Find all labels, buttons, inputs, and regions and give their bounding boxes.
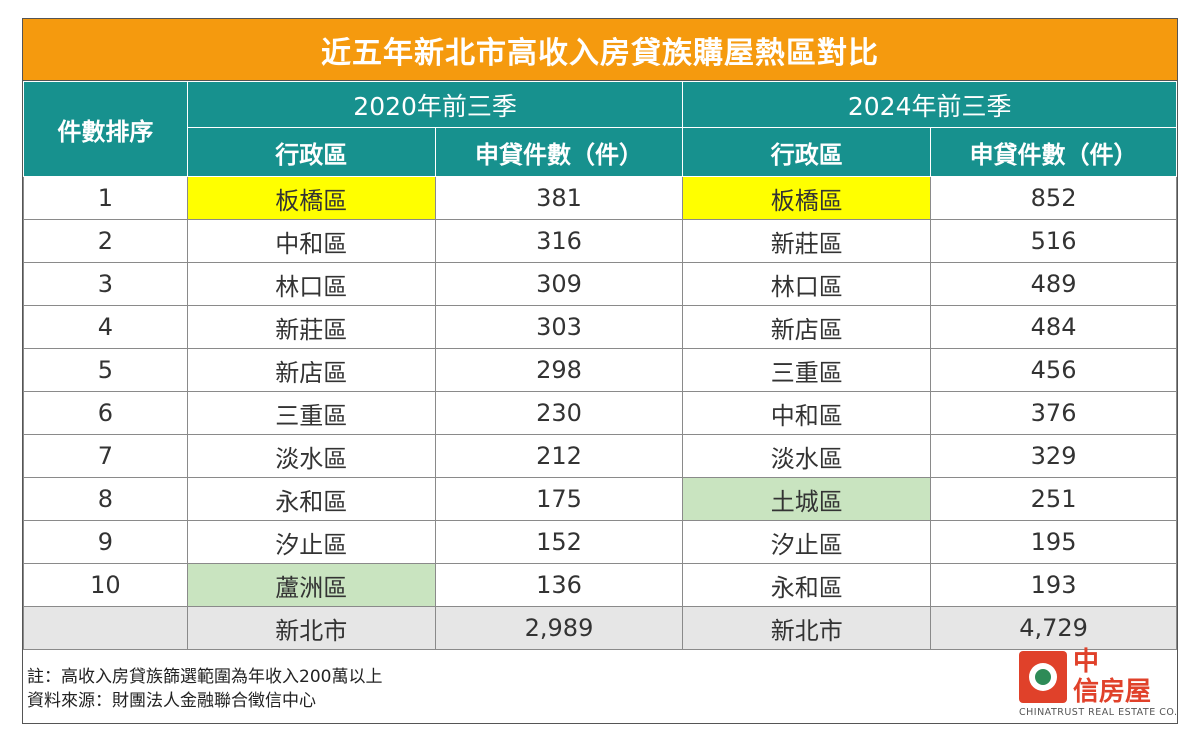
count-2020-cell: 152	[434, 520, 684, 564]
table-row: 8 永和區 175 土城區 251	[23, 477, 1177, 521]
count-2024-cell: 489	[930, 262, 1177, 306]
total-district-2024-cell: 新北市	[682, 606, 932, 650]
logo-name: 中 信房屋	[1073, 647, 1152, 707]
count-2024-cell: 852	[930, 176, 1177, 220]
count-2020-cell: 303	[434, 305, 684, 349]
count-2020-cell: 212	[434, 434, 684, 478]
note-text: 註：高收入房貸族篩選範圍為年收入200萬以上	[27, 667, 383, 687]
table-row: 4 新莊區 303 新店區 484	[23, 305, 1177, 349]
ranking-table: 件數排序 2020年前三季 2024年前三季 行政區 申貸件數（件） 行政區 申…	[23, 81, 1177, 650]
district-2024-cell: 三重區	[682, 348, 932, 392]
count-2020-cell: 381	[434, 176, 684, 220]
total-district-2020-cell: 新北市	[186, 606, 436, 650]
total-count-2024-cell: 4,729	[930, 606, 1177, 650]
district-2024-cell: 汐止區	[682, 520, 932, 564]
rank-cell: 4	[23, 305, 188, 349]
count-2020-cell: 136	[434, 563, 684, 607]
district-2024-cell: 永和區	[682, 563, 932, 607]
count-2024-cell: 195	[930, 520, 1177, 564]
total-rank-cell	[23, 606, 188, 650]
logo-mark-icon	[1019, 651, 1067, 703]
district-header-2024: 行政區	[682, 127, 932, 177]
rank-header: 件數排序	[23, 81, 188, 177]
district-2020-cell: 永和區	[186, 477, 436, 521]
rank-cell: 10	[23, 563, 188, 607]
table-row: 7 淡水區 212 淡水區 329	[23, 434, 1177, 478]
district-2024-cell: 中和區	[682, 391, 932, 435]
rank-cell: 9	[23, 520, 188, 564]
count-2020-cell: 175	[434, 477, 684, 521]
table-frame: 近五年新北市高收入房貸族購屋熱區對比 件數排序 2020年前三季 2024年前三…	[22, 18, 1178, 724]
count-2020-cell: 230	[434, 391, 684, 435]
district-2020-cell: 板橋區	[186, 176, 436, 220]
rank-cell: 7	[23, 434, 188, 478]
count-2024-cell: 329	[930, 434, 1177, 478]
count-header-2024: 申貸件數（件）	[930, 127, 1177, 177]
count-2020-cell: 309	[434, 262, 684, 306]
count-2024-cell: 456	[930, 348, 1177, 392]
rank-cell: 2	[23, 219, 188, 263]
table-row: 3 林口區 309 林口區 489	[23, 262, 1177, 306]
district-2020-cell: 林口區	[186, 262, 436, 306]
table-row: 2 中和區 316 新莊區 516	[23, 219, 1177, 263]
table-row: 5 新店區 298 三重區 456	[23, 348, 1177, 392]
district-2020-cell: 淡水區	[186, 434, 436, 478]
total-count-2020-cell: 2,989	[434, 606, 684, 650]
district-2024-cell: 淡水區	[682, 434, 932, 478]
count-2024-cell: 516	[930, 219, 1177, 263]
district-2020-cell: 新莊區	[186, 305, 436, 349]
count-2020-cell: 316	[434, 219, 684, 263]
district-2024-cell: 板橋區	[682, 176, 932, 220]
count-2020-cell: 298	[434, 348, 684, 392]
count-2024-cell: 484	[930, 305, 1177, 349]
district-2020-cell: 蘆洲區	[186, 563, 436, 607]
rank-cell: 5	[23, 348, 188, 392]
district-2020-cell: 三重區	[186, 391, 436, 435]
count-2024-cell: 376	[930, 391, 1177, 435]
district-header-2020: 行政區	[186, 127, 436, 177]
rank-cell: 6	[23, 391, 188, 435]
district-2024-cell: 新店區	[682, 305, 932, 349]
district-2020-cell: 中和區	[186, 219, 436, 263]
table-row: 10 蘆洲區 136 永和區 193	[23, 563, 1177, 607]
group-header-2024: 2024年前三季	[682, 81, 1177, 128]
count-2024-cell: 193	[930, 563, 1177, 607]
table-row: 1 板橋區 381 板橋區 852	[23, 176, 1177, 220]
table-row: 6 三重區 230 中和區 376	[23, 391, 1177, 435]
source-text: 資料來源：財團法人金融聯合徵信中心	[27, 691, 316, 711]
total-row: 新北市 2,989 新北市 4,729	[23, 606, 1177, 650]
district-2024-cell: 林口區	[682, 262, 932, 306]
rank-cell: 3	[23, 262, 188, 306]
district-2024-cell: 土城區	[682, 477, 932, 521]
company-logo: 中 信房屋 CHINATRUST REAL ESTATE CO.	[1019, 647, 1177, 719]
table-title: 近五年新北市高收入房貸族購屋熱區對比	[23, 19, 1177, 81]
district-2020-cell: 汐止區	[186, 520, 436, 564]
count-header-2020: 申貸件數（件）	[434, 127, 684, 177]
group-header-2020: 2020年前三季	[186, 81, 684, 128]
footnotes: 註：高收入房貸族篩選範圍為年收入200萬以上 資料來源：財團法人金融聯合徵信中心	[27, 665, 382, 713]
count-2024-cell: 251	[930, 477, 1177, 521]
table-row: 9 汐止區 152 汐止區 195	[23, 520, 1177, 564]
district-2020-cell: 新店區	[186, 348, 436, 392]
logo-subtitle: CHINATRUST REAL ESTATE CO.	[1019, 707, 1178, 718]
district-2024-cell: 新莊區	[682, 219, 932, 263]
rank-cell: 1	[23, 176, 188, 220]
rank-cell: 8	[23, 477, 188, 521]
